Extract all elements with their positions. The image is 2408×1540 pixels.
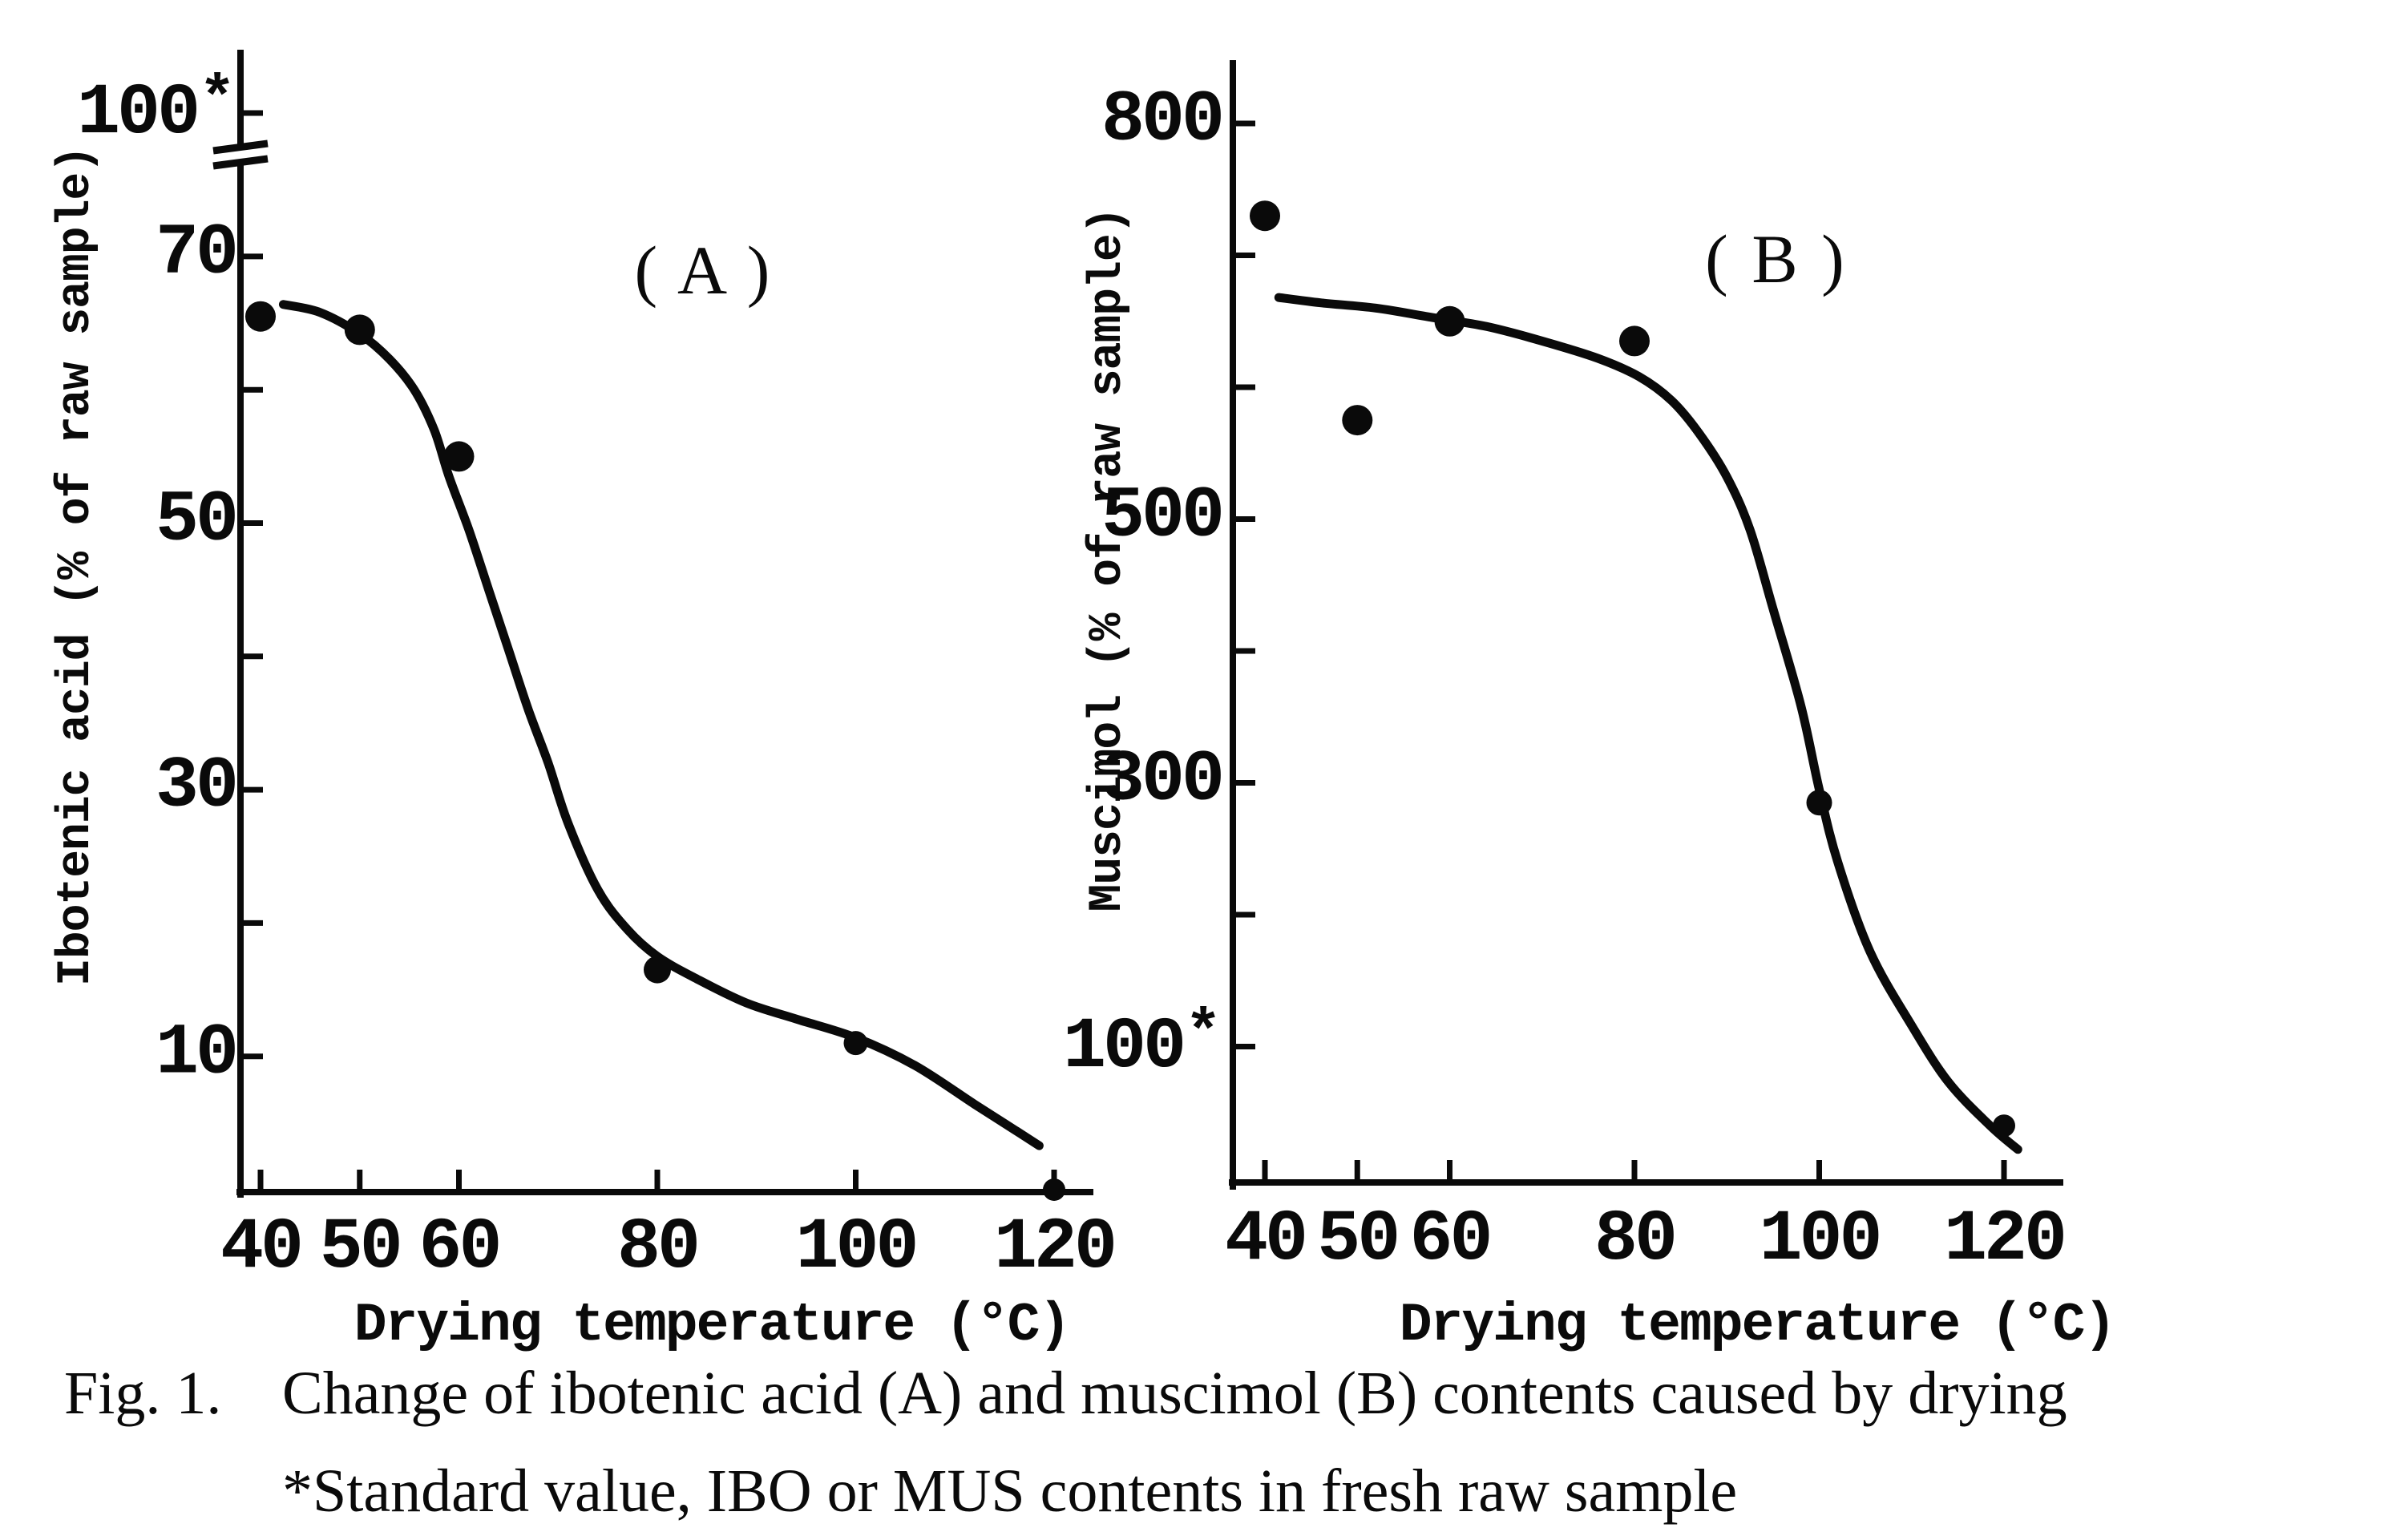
chart-b-y-tick-label-300: 300 (1101, 738, 1225, 821)
standard-value-asterisk: * (1185, 998, 1222, 1069)
chart-b-x-tick-label-120: 120 (1943, 1199, 2067, 1281)
chart-b-data-point-40c (1250, 200, 1280, 232)
chart-b-data-point-120c (1993, 1114, 2015, 1138)
chart-b-y-tick-label-100: 100* (1063, 998, 1222, 1089)
chart-b-x-tick-label-60: 60 (1409, 1199, 1493, 1281)
chart-b-panel-label: ( B ) (1705, 220, 1848, 297)
chart-b-y-tick-label-800: 800 (1101, 79, 1225, 162)
chart-a-axis-break-mark (212, 139, 269, 155)
chart-b-x-tick-label-100: 100 (1759, 1199, 1882, 1281)
chart-a-y-tick-label-10: 10 (155, 1013, 239, 1095)
chart-a-x-tick-label-100: 100 (795, 1207, 919, 1289)
chart-a-y-tick-label-70: 70 (155, 212, 239, 295)
chart-a-axis-break-mark (212, 155, 269, 170)
chart-a-data-point-80c (644, 956, 671, 984)
chart-b-y-axis-title: Muscimol (% of raw sample) (1082, 207, 1134, 912)
chart-a-y-axis-title: Ibotenic acid (% of raw sample) (51, 146, 103, 986)
chart-a-x-tick-label-120: 120 (993, 1207, 1117, 1289)
chart-b-data-point-60c (1434, 305, 1465, 337)
caption-line-2: *Standard value, IBO or MUS contents in … (282, 1457, 1738, 1525)
chart-a-x-tick-label-80: 80 (616, 1207, 701, 1289)
chart-a-x-tick-label-40: 40 (220, 1207, 304, 1289)
chart-a-y-tick-label-30: 30 (155, 746, 239, 828)
chart-b-x-tick-label-50: 50 (1317, 1199, 1400, 1281)
chart-b-data-point-80c (1619, 325, 1650, 357)
chart-a-panel-label: ( A ) (634, 232, 774, 309)
chart-a-x-tick-label-50: 50 (319, 1207, 403, 1289)
standard-value-asterisk: * (199, 65, 236, 135)
chart-a-x-axis-title: Drying temperature (°C) (354, 1295, 1072, 1356)
chart-b-x-tick-label-40: 40 (1224, 1199, 1308, 1281)
chart-b-x-tick-label-80: 80 (1594, 1199, 1678, 1281)
chart-b-y-tick-label-500: 500 (1101, 475, 1225, 557)
chart-b-x-axis-title: Drying temperature (°C) (1399, 1295, 2117, 1356)
chart-a-data-point-40c (245, 301, 276, 332)
chart-a-data-point-120c (1043, 1178, 1065, 1201)
caption-line-1: Change of ibotenic acid (A) and muscimol… (282, 1360, 2067, 1427)
chart-a-fitted-curve (278, 300, 1044, 1150)
chart-a-x-tick-label-60: 60 (418, 1207, 502, 1289)
chart-a-y-tick-label-50: 50 (155, 479, 239, 561)
chart-a-data-point-60c (443, 441, 475, 472)
chart-b-fitted-curve (1274, 293, 2022, 1154)
chart-a-y-tick-label-100: 100* (77, 65, 236, 155)
chart-b-data-point-100c (1806, 790, 1832, 816)
chart-b-data-point-50c (1342, 405, 1373, 436)
caption-fig-number: Fig. 1. (64, 1360, 222, 1427)
chart-a-data-point-100c (843, 1031, 868, 1056)
chart-a-data-point-50c (344, 314, 375, 346)
